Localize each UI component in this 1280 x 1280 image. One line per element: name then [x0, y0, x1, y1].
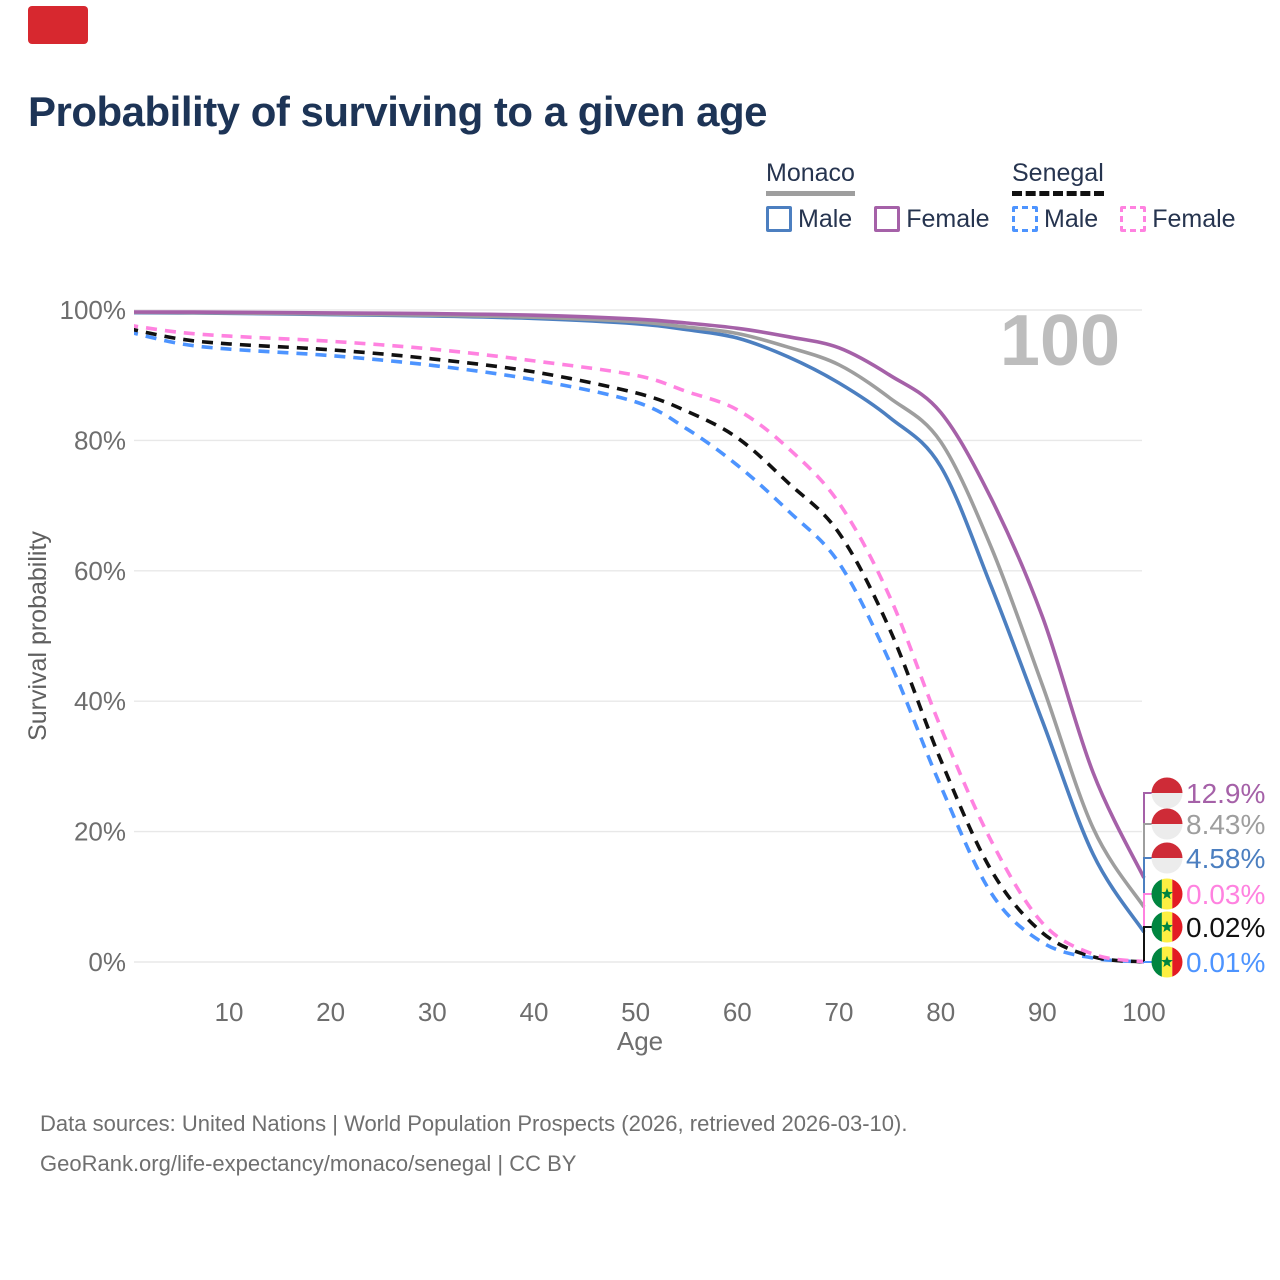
x-tick-label: 90 — [1028, 997, 1057, 1027]
legend-group-senegal: Senegal Male Female — [1012, 159, 1236, 234]
x-axis-title: Age — [617, 1026, 663, 1056]
footer: Data sources: United Nations | World Pop… — [40, 1104, 907, 1184]
x-tick-label: 100 — [1122, 997, 1165, 1027]
legend-item-monaco-female[interactable]: Female — [874, 204, 990, 234]
legend-label-senegal-female: Female — [1152, 204, 1236, 233]
x-tick-label: 10 — [215, 997, 244, 1027]
end-value-label-senegal-female: 0.03% — [1186, 879, 1265, 910]
legend-row-monaco: Male Female — [766, 205, 990, 234]
legend-swatch-monaco-male — [766, 206, 792, 232]
curve-monaco-female[interactable] — [127, 310, 1146, 879]
x-tick-label: 80 — [926, 997, 955, 1027]
hover-age-indicator: 100 — [1000, 301, 1120, 381]
y-tick-label: 80% — [74, 425, 126, 455]
x-tick-label: 70 — [825, 997, 854, 1027]
legend-country-senegal[interactable]: Senegal — [1012, 159, 1104, 196]
legend-label-monaco-male: Male — [798, 204, 853, 233]
legend-item-senegal-male[interactable]: Male — [1012, 205, 1098, 234]
monaco-flag-icon — [1151, 777, 1183, 809]
footer-attribution: GeoRank.org/life-expectancy/monaco/seneg… — [40, 1151, 577, 1176]
x-axis-ticks: 10 20 30 40 50 60 70 80 90 100 — [215, 997, 1166, 1027]
end-value-label-monaco-all: 8.43% — [1186, 809, 1265, 840]
legend-item-monaco-male[interactable]: Male — [766, 205, 852, 234]
monaco-flag-icon — [1151, 842, 1183, 874]
end-value-label-monaco-male: 4.58% — [1186, 843, 1265, 874]
legend-country-monaco[interactable]: Monaco — [766, 159, 855, 196]
y-tick-label: 40% — [74, 686, 126, 716]
monaco-flag-icon — [1151, 808, 1183, 840]
x-tick-label: 30 — [418, 997, 447, 1027]
end-labels: 12.9%8.43%4.58% 0.03%0.02% 0.01% — [1143, 777, 1265, 978]
legend-swatch-senegal-male — [1012, 206, 1038, 232]
label-connector-monaco-male — [1143, 857, 1152, 933]
x-tick-label: 60 — [723, 997, 752, 1027]
legend-label-senegal-male: Male — [1044, 204, 1099, 233]
legend-label-monaco-female: Female — [906, 204, 990, 233]
senegal-flag-icon — [1151, 911, 1183, 943]
logo-mark — [28, 6, 88, 44]
legend-swatch-monaco-female — [874, 206, 901, 232]
end-value-label-senegal-male: 0.01% — [1186, 947, 1265, 978]
footer-sources: Data sources: United Nations | World Pop… — [40, 1111, 908, 1136]
end-value-label-monaco-female: 12.9% — [1186, 778, 1265, 809]
legend-swatch-senegal-female — [1120, 206, 1147, 232]
label-connector-senegal-all — [1143, 926, 1152, 962]
x-tick-label: 40 — [520, 997, 549, 1027]
x-tick-label: 50 — [621, 997, 650, 1027]
curve-senegal-male[interactable] — [127, 331, 1145, 964]
legend-row-senegal: Male Female — [1012, 205, 1236, 234]
end-value-label-senegal-all: 0.02% — [1186, 912, 1265, 943]
label-connector-monaco-female — [1143, 792, 1152, 878]
curve-senegal-all[interactable] — [127, 327, 1145, 964]
senegal-flag-icon — [1151, 946, 1183, 978]
chart-title: Probability of surviving to a given age — [28, 88, 767, 135]
y-axis-title: Survival probability — [24, 531, 52, 741]
curves — [127, 310, 1146, 964]
senegal-flag-icon — [1151, 878, 1183, 910]
y-tick-label: 0% — [88, 947, 126, 977]
y-tick-label: 20% — [74, 817, 126, 847]
legend-group-monaco: Monaco Male Female — [766, 159, 990, 234]
curve-senegal-female[interactable] — [127, 324, 1145, 964]
legend-item-senegal-female[interactable]: Female — [1120, 204, 1236, 234]
gridlines — [134, 309, 1142, 963]
y-tick-label: 100% — [60, 295, 127, 325]
x-tick-label: 20 — [316, 997, 345, 1027]
y-tick-label: 60% — [74, 556, 126, 586]
y-axis-ticks: 0% 20% 40% 60% 80% 100% — [60, 295, 127, 977]
legend: Monaco Male Female Senegal Male — [0, 159, 1280, 250]
